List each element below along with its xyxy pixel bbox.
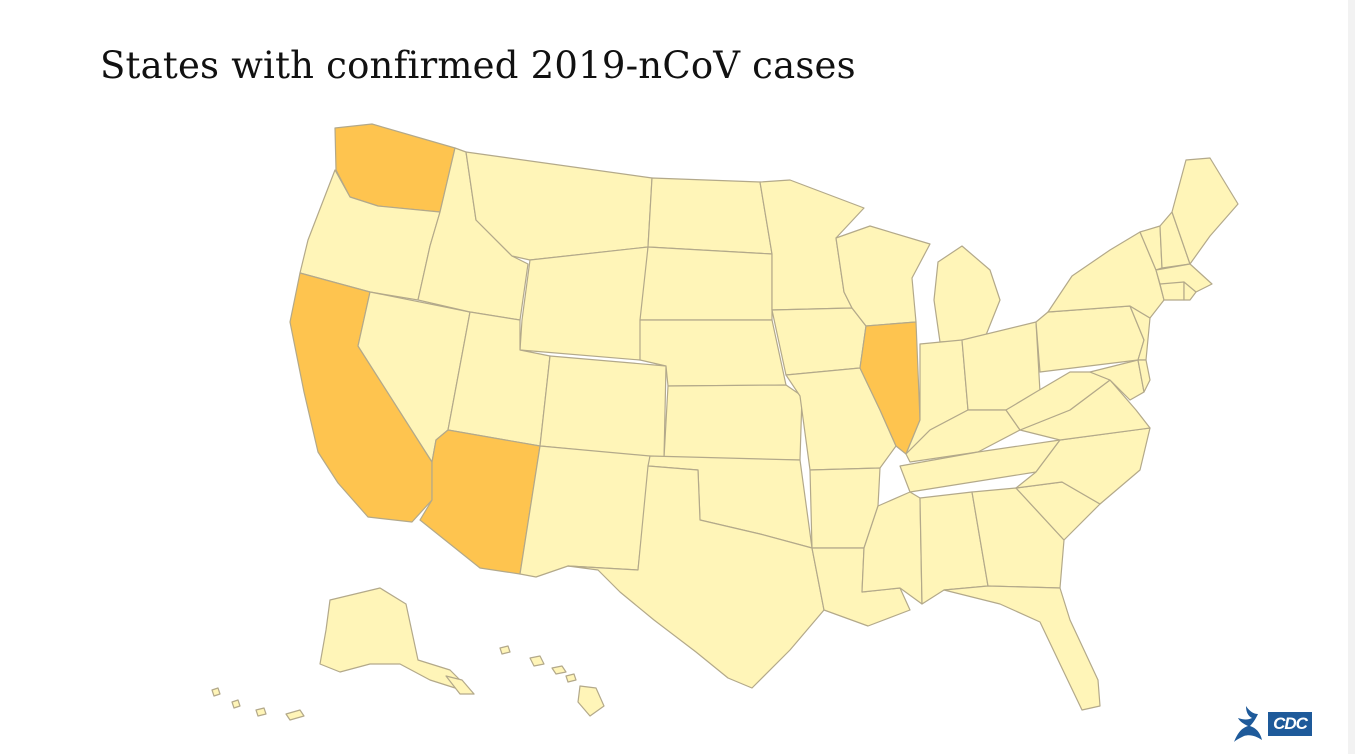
state-illinois [859, 321, 921, 455]
state-michigan [933, 245, 1001, 343]
island-shape [551, 665, 567, 675]
state-connecticut [1159, 281, 1185, 301]
island-shape [565, 673, 577, 683]
state-florida [943, 585, 1101, 711]
state-delaware [1137, 359, 1151, 393]
hhs-eagle-icon [1234, 706, 1262, 742]
state-georgia [971, 487, 1065, 589]
state-wyoming [519, 246, 649, 361]
state-north-carolina [1015, 427, 1151, 505]
scroll-edge [1348, 0, 1355, 754]
cdc-wordmark: CDC [1268, 712, 1312, 736]
cdc-logo: CDC [1226, 702, 1316, 746]
state-north-dakota [647, 177, 773, 255]
state-iowa [771, 307, 867, 376]
island-shape [499, 645, 511, 655]
page-title: States with confirmed 2019-nCoV cases [100, 44, 856, 87]
state-mississippi [861, 491, 923, 605]
state-new-mexico [519, 445, 651, 578]
island-shape [285, 709, 305, 721]
island-shape [529, 655, 545, 667]
state-south-dakota [639, 246, 773, 321]
island-shape [231, 699, 241, 709]
state-rhode-island [1183, 281, 1197, 301]
island-shape [211, 687, 221, 697]
state-maryland [1089, 359, 1145, 401]
island-shape [255, 707, 267, 717]
island-shape [445, 675, 475, 695]
state-alaska [319, 587, 475, 695]
state-colorado [539, 355, 667, 459]
state-arizona [419, 429, 541, 575]
state-west-virginia [1005, 371, 1111, 431]
state-kansas [663, 384, 803, 461]
state-texas [567, 465, 825, 689]
state-hawaii [577, 685, 605, 717]
